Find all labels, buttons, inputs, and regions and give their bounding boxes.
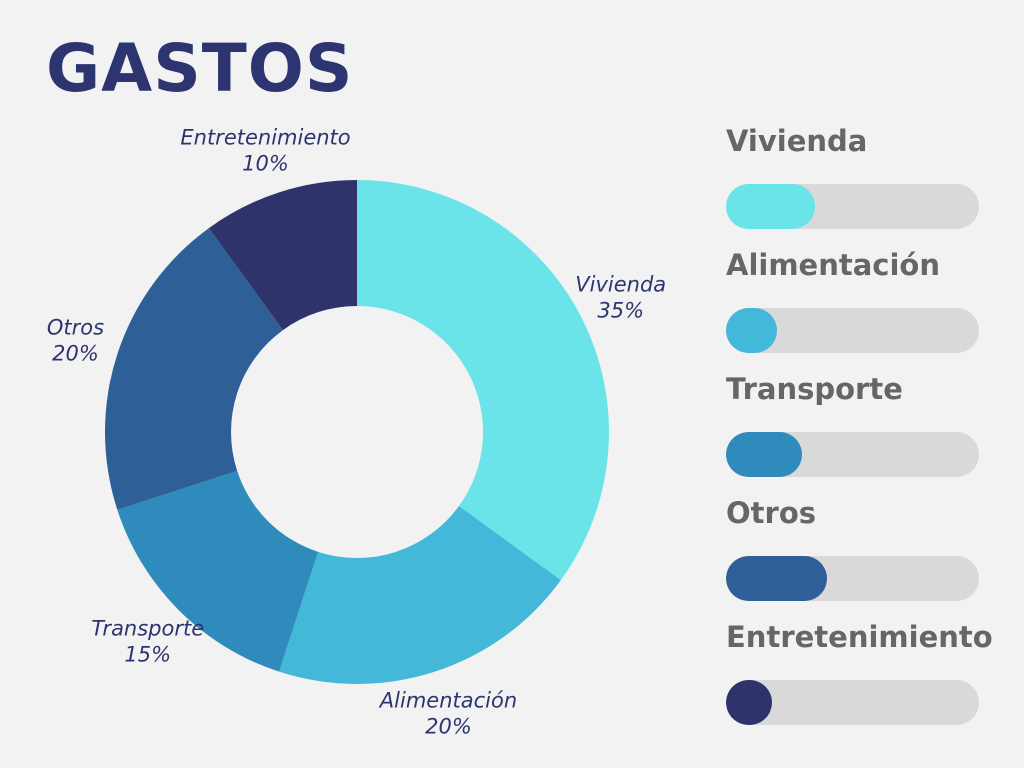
progress-track (726, 308, 979, 353)
progress-fill (726, 556, 828, 601)
slice-entretenimiento (208, 180, 357, 331)
progress-fill (726, 680, 772, 725)
legend: Vivienda Alimentación Transporte Otros E… (726, 120, 1016, 740)
slice-label-otros: Otros 20% (47, 316, 104, 366)
legend-label: Vivienda (726, 124, 868, 158)
legend-item-entretenimiento: Entretenimiento (726, 616, 1016, 740)
slice-vivienda (357, 180, 609, 581)
slice-alimentacion (279, 506, 561, 684)
progress-fill (726, 184, 815, 229)
progress-track (726, 680, 979, 725)
slice-label-alimentacion: Alimentación 20% (378, 689, 517, 739)
page-title: GASTOS (46, 30, 354, 107)
legend-item-transporte: Transporte (726, 368, 1016, 492)
slice-transporte (117, 470, 319, 672)
progress-fill (726, 432, 802, 477)
progress-fill (726, 308, 777, 353)
slice-label-vivienda: Vivienda 35% (575, 273, 666, 323)
slice-label-transporte: Transporte 15% (91, 616, 204, 666)
progress-track (726, 556, 979, 601)
legend-label: Alimentación (726, 248, 940, 282)
donut-chart: Vivienda 35% Alimentación 20% Transporte 15% O… (47, 125, 666, 739)
legend-item-alimentacion: Alimentación (726, 244, 1016, 368)
progress-track (726, 432, 979, 477)
legend-label: Otros (726, 496, 817, 530)
progress-track (726, 184, 979, 229)
slice-otros (104, 228, 283, 510)
legend-label: Transporte (726, 372, 903, 406)
legend-item-vivienda: Vivienda (726, 120, 1016, 244)
slice-label-entretenimiento: Entretenimiento 10% (180, 125, 350, 175)
legend-item-otros: Otros (726, 492, 1016, 616)
legend-label: Entretenimiento (726, 620, 993, 654)
